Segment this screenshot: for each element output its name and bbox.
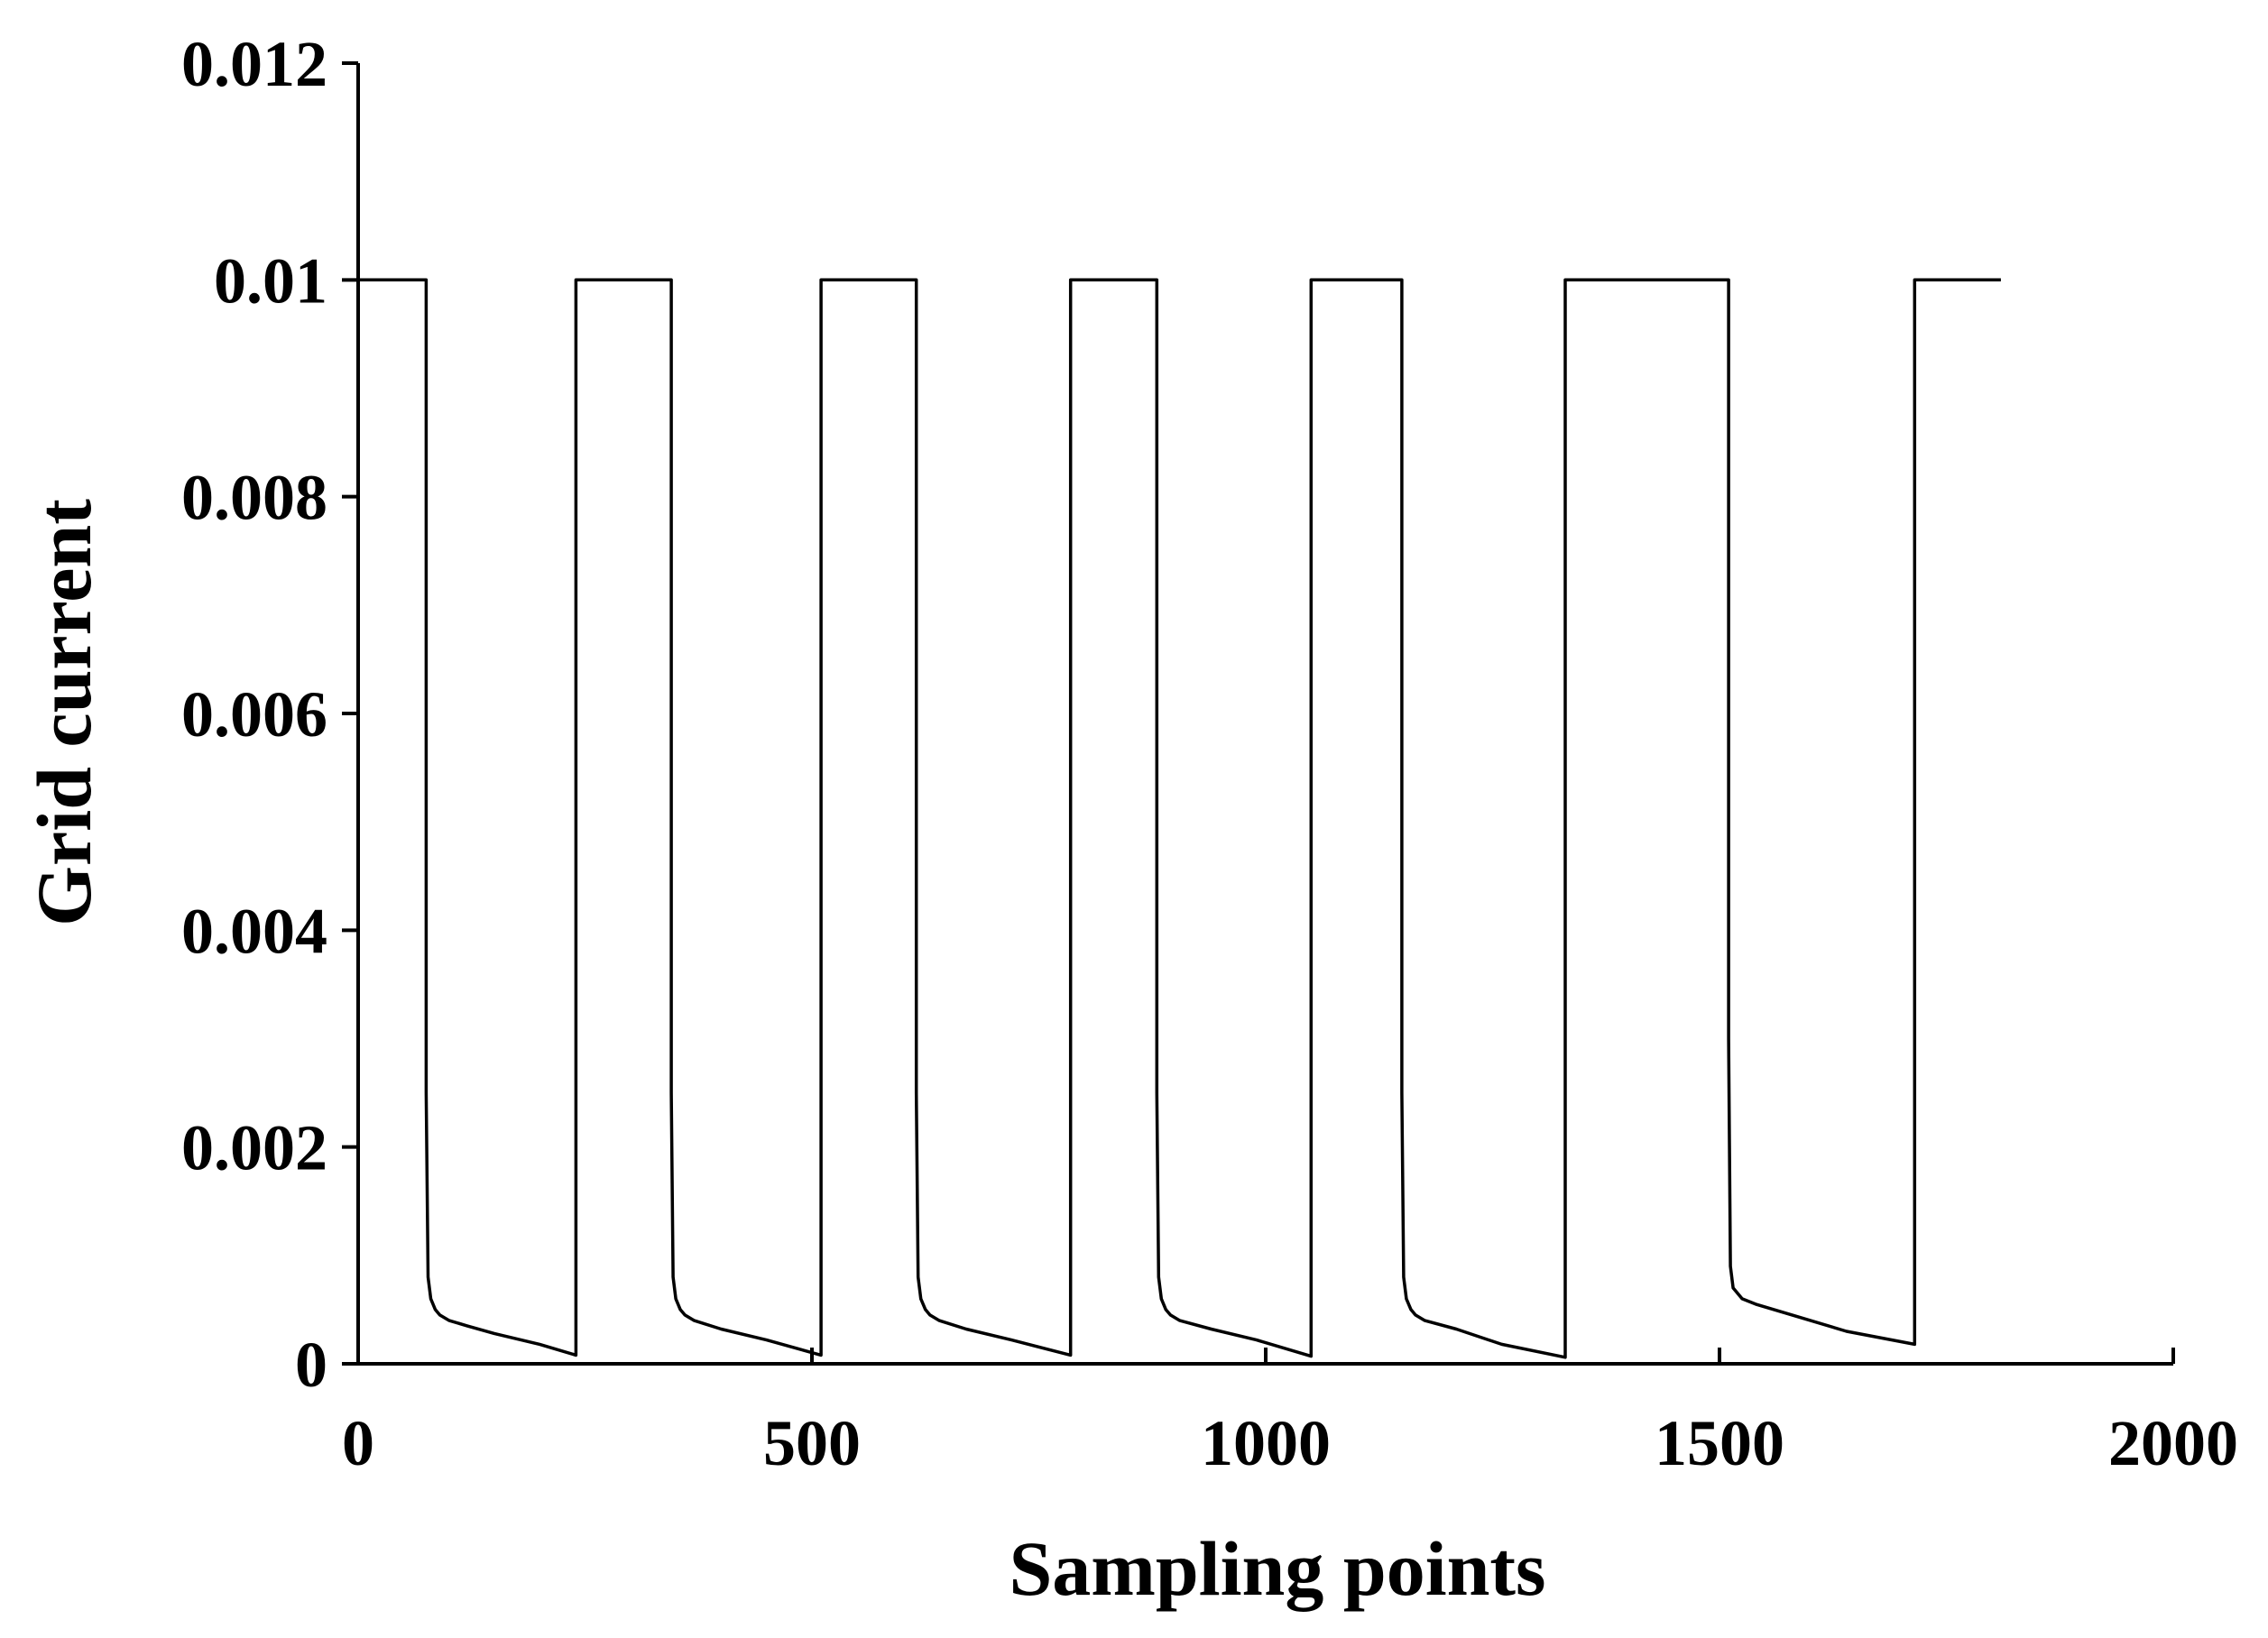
y-tick-label: 0.006 <box>181 678 327 750</box>
y-tick-label: 0.01 <box>214 244 327 317</box>
x-tick-label: 1000 <box>1201 1407 1331 1479</box>
y-tick-label: 0.002 <box>181 1112 327 1184</box>
x-axis-title: Sampling points <box>1009 1525 1545 1612</box>
y-tick-label: 0 <box>295 1329 327 1401</box>
x-ticks: 0 500 1000 1500 2000 <box>342 1348 2238 1479</box>
y-tick-label: 0.012 <box>181 28 327 100</box>
x-tick-label: 500 <box>763 1407 861 1479</box>
y-tick-label: 0.008 <box>181 462 327 534</box>
x-tick-label: 1500 <box>1655 1407 1784 1479</box>
y-tick-label: 0.004 <box>181 895 327 967</box>
plot-series <box>358 278 2001 1359</box>
x-tick-label: 2000 <box>2108 1407 2238 1479</box>
x-axis: 0 500 1000 1500 2000 <box>342 1348 2238 1479</box>
x-tick-label: 0 <box>342 1407 374 1479</box>
y-axis: 0 0.002 0.004 0.006 0.008 0.01 0.012 <box>181 28 360 1401</box>
grid-current-line <box>358 278 2001 1359</box>
y-axis-title: Grid current <box>21 499 107 926</box>
y-ticks: 0 0.002 0.004 0.006 0.008 0.01 0.012 <box>181 28 358 1401</box>
